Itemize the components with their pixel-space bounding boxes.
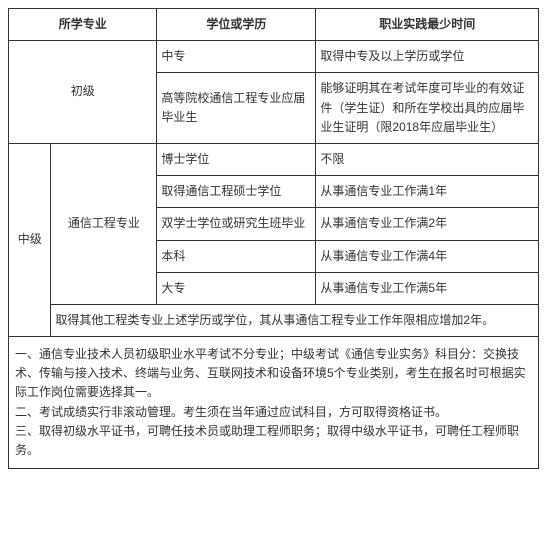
intermediate-degree-2: 取得通信工程硕士学位 (157, 176, 316, 208)
junior-practice-1: 取得中专及以上学历或学位 (316, 41, 539, 73)
intermediate-degree-1: 博士学位 (157, 143, 316, 175)
header-practice: 职业实践最少时间 (316, 9, 539, 41)
junior-degree-1: 中专 (157, 41, 316, 73)
junior-practice-2: 能够证明其在考试年度可毕业的有效证件（学生证）和所在学校出具的应届毕业生证明（限… (316, 73, 539, 144)
intermediate-degree-3: 双学士学位或研究生班毕业 (157, 208, 316, 240)
qualification-table: 所学专业 学位或学历 职业实践最少时间 初级 中专 取得中专及以上学历或学位 高… (8, 8, 539, 469)
notes-row: 一、通信专业技术人员初级职业水平考试不分专业；中级考试《通信专业实务》科目分：交… (9, 337, 539, 469)
intermediate-level: 中级 (9, 143, 51, 336)
intermediate-degree-5: 大专 (157, 272, 316, 304)
intermediate-practice-4: 从事通信专业工作满4年 (316, 240, 539, 272)
intermediate-practice-3: 从事通信专业工作满2年 (316, 208, 539, 240)
note-2: 二、考试成绩实行非滚动管理。考生须在当年通过应试科目，方可取得资格证书。 (15, 403, 532, 422)
intermediate-practice-2: 从事通信专业工作满1年 (316, 176, 539, 208)
notes-cell: 一、通信专业技术人员初级职业水平考试不分专业；中级考试《通信专业实务》科目分：交… (9, 337, 539, 469)
intermediate-other-row: 取得其他工程类专业上述学历或学位，其从事通信工程专业工作年限相应增加2年。 (9, 304, 539, 336)
intermediate-row-1: 中级 通信工程专业 博士学位 不限 (9, 143, 539, 175)
intermediate-degree-4: 本科 (157, 240, 316, 272)
junior-degree-2: 高等院校通信工程专业应届毕业生 (157, 73, 316, 144)
note-1: 一、通信专业技术人员初级职业水平考试不分专业；中级考试《通信专业实务》科目分：交… (15, 345, 532, 403)
junior-level: 初级 (9, 41, 157, 144)
note-3: 三、取得初级水平证书，可聘任技术员或助理工程师职务；取得中级水平证书，可聘任工程… (15, 422, 532, 460)
header-row: 所学专业 学位或学历 职业实践最少时间 (9, 9, 539, 41)
intermediate-practice-5: 从事通信专业工作满5年 (316, 272, 539, 304)
intermediate-other: 取得其他工程类专业上述学历或学位，其从事通信工程专业工作年限相应增加2年。 (51, 304, 539, 336)
header-degree: 学位或学历 (157, 9, 316, 41)
intermediate-practice-1: 不限 (316, 143, 539, 175)
intermediate-major: 通信工程专业 (51, 143, 157, 304)
junior-row-1: 初级 中专 取得中专及以上学历或学位 (9, 41, 539, 73)
header-major: 所学专业 (9, 9, 157, 41)
